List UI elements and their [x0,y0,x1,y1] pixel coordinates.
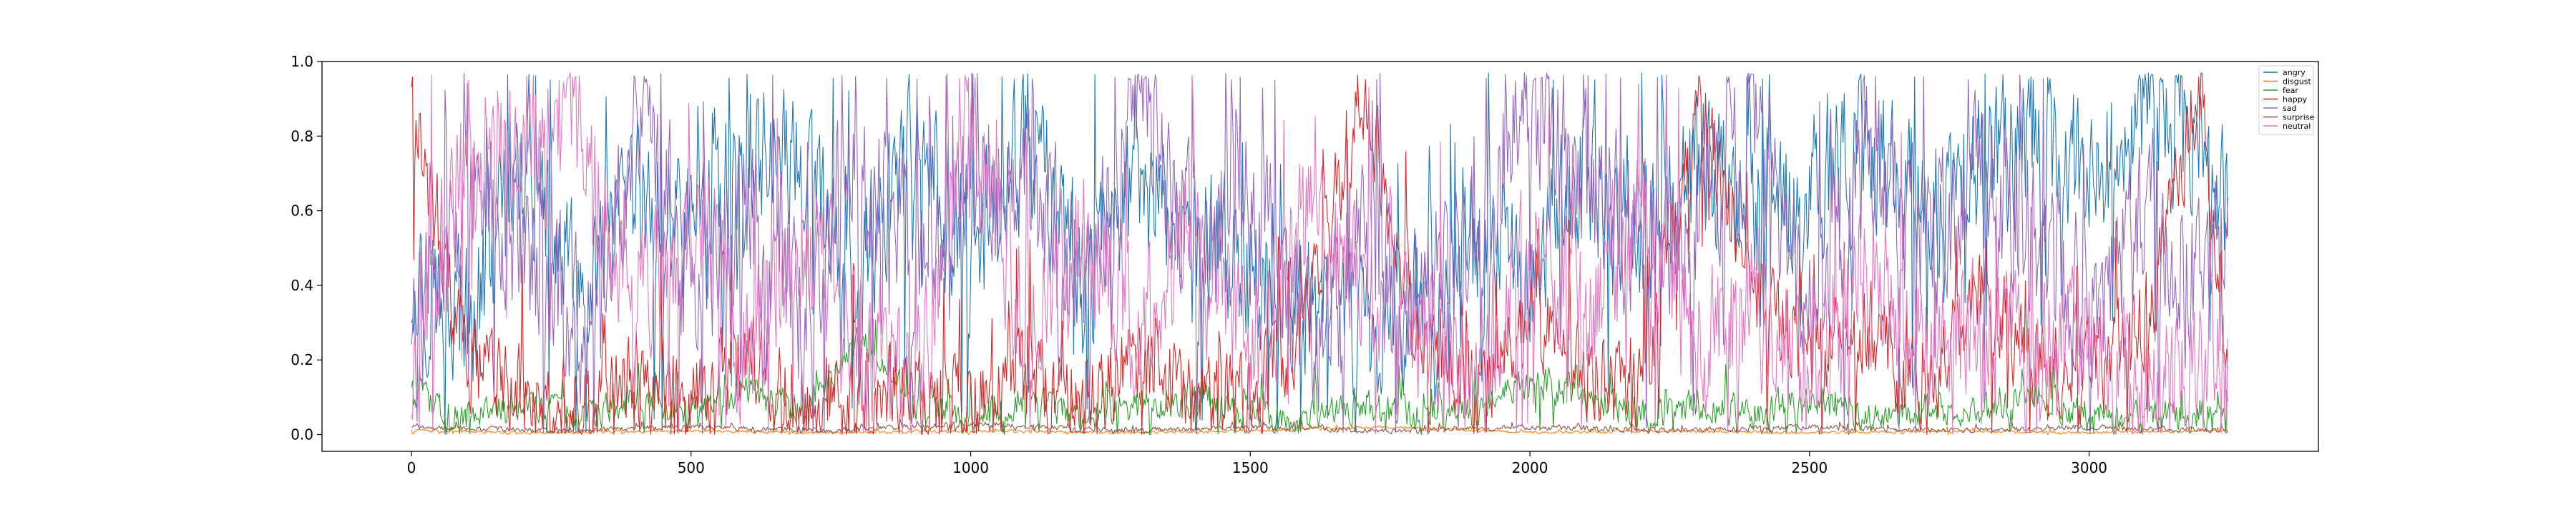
y-tick-label: 0.6 [291,202,313,220]
x-tick-label: 3000 [2071,459,2107,476]
x-tick-label: 1500 [1232,459,1269,476]
x-tick-label: 500 [678,459,705,476]
y-tick-label: 0.2 [291,351,313,368]
x-tick-label: 2500 [1791,459,1828,476]
legend-label-surprise: surprise [2283,113,2315,122]
legend-label-happy: happy [2283,95,2308,104]
legend-label-fear: fear [2283,86,2298,95]
legend-label-neutral: neutral [2283,122,2311,131]
x-axis: 0 500 1000 1500 2000 2500 3000 [407,451,2107,476]
series-line-angry [411,72,2228,435]
legend-label-angry: angry [2283,68,2306,77]
series-line-happy [411,72,2228,436]
legend-label-disgust: disgust [2283,77,2311,87]
y-tick-label: 1.0 [291,53,313,70]
y-tick-label: 0.4 [291,277,313,294]
x-tick-label: 1000 [952,459,989,476]
y-tick-label: 0.0 [291,426,313,443]
series-line-sad [411,72,2228,435]
x-tick-label: 2000 [1512,459,1548,476]
legend-label-sad: sad [2283,104,2296,113]
series-line-neutral [411,72,2228,435]
series-layer [411,72,2228,436]
y-tick-label: 0.8 [291,127,313,144]
y-axis: 0.0 0.2 0.4 0.6 0.8 1.0 [291,53,322,443]
series-line-surprise [411,418,2228,435]
x-tick-label: 0 [407,459,416,476]
plot-frame [321,61,2319,452]
